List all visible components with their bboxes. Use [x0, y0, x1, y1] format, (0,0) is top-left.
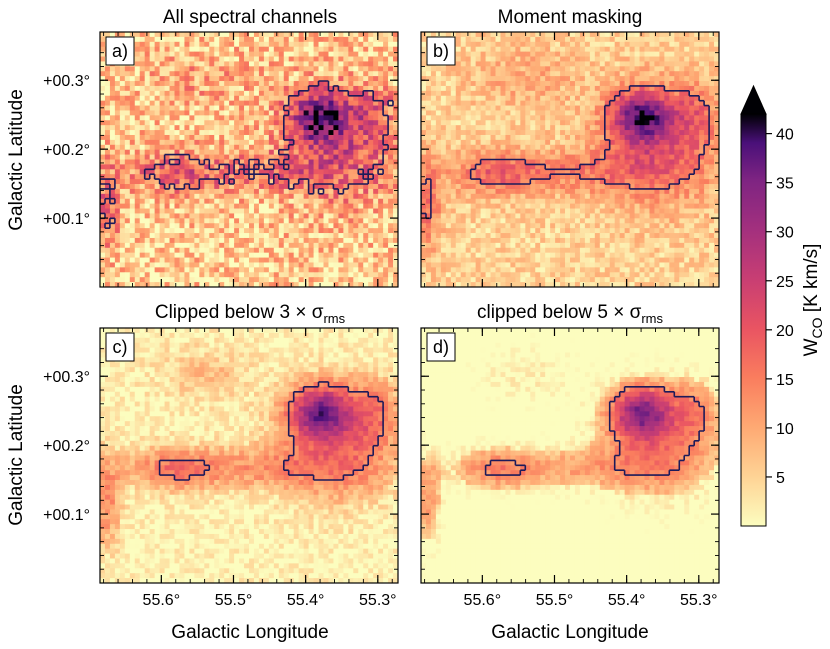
panel-tag: d)	[433, 337, 449, 357]
y-tick-label: +00.1°	[43, 211, 90, 228]
contour-line	[158, 381, 384, 481]
y-tick-label: +00.2°	[43, 438, 90, 455]
ticks	[100, 32, 398, 287]
colorbar-tick-label: 40	[776, 127, 794, 144]
panel-c-title: Clipped below 3 × σrms	[155, 302, 346, 326]
x-tick-label: 55.6°	[143, 592, 181, 609]
panel-frame	[420, 31, 720, 288]
ticks	[421, 328, 719, 583]
heatmap-image	[421, 32, 719, 287]
ticks	[100, 328, 398, 583]
y-tick-label: +00.1°	[43, 507, 90, 524]
panel-c: +00.1° +00.2° +00.3° 55.6° 55.5° 55.4° 55.3° c)	[43, 327, 399, 609]
x-axis-label-right: Galactic Longitude	[491, 622, 648, 643]
panel-b-title: Moment masking	[498, 7, 643, 28]
y-axis-label-top: Galactic Latitude	[6, 89, 27, 231]
panel-d: 55.6° 55.5° 55.4° 55.3° d)	[420, 327, 720, 609]
panel-tag-box	[426, 36, 456, 66]
panel-b: b)	[420, 31, 720, 288]
panel-tag: c)	[113, 337, 128, 357]
panel-d-title: clipped below 5 × σrms	[477, 302, 664, 326]
y-tick-label: +00.2°	[43, 142, 90, 159]
contour-line	[100, 80, 394, 229]
x-tick-label: 55.4°	[287, 592, 325, 609]
panel-tag: a)	[112, 41, 128, 61]
colorbar-tick-label: 35	[776, 176, 794, 193]
contour-line	[421, 85, 710, 220]
x-tick-label: 55.3°	[680, 592, 718, 609]
colorbar-tick-label: 25	[776, 274, 794, 291]
ticks	[421, 32, 719, 287]
y-axis-label-bottom: Galactic Latitude	[6, 384, 27, 526]
x-tick-label: 55.5°	[536, 592, 574, 609]
contour	[158, 381, 384, 481]
panel-tag: b)	[433, 41, 449, 61]
colorbar-tick-label: 5	[776, 470, 785, 487]
panel-frame	[99, 31, 399, 288]
y-tick-label: +00.3°	[43, 73, 90, 90]
colorbar-tick-label: 30	[776, 225, 794, 242]
panel-tag-box	[105, 332, 135, 362]
heatmap-image	[100, 328, 398, 583]
colorbar: 5 10 15 20 25 30 35 40 WCO [K km/s]	[740, 84, 825, 527]
panel-frame	[420, 327, 720, 584]
panel-a: +00.1° +00.2° +00.3° a)	[43, 31, 399, 288]
contour	[100, 80, 394, 229]
panel-frame	[99, 327, 399, 584]
contour-line	[484, 386, 705, 476]
colorbar-tick-label: 20	[776, 323, 794, 340]
colorbar-tick-label: 15	[776, 372, 794, 389]
panel-tag-box	[426, 332, 456, 362]
colorbar-label: WCO [K km/s]	[801, 244, 825, 357]
colorbar-extend-arrow	[740, 84, 767, 115]
panel-tag-box	[105, 36, 135, 66]
x-tick-label: 55.5°	[215, 592, 253, 609]
heatmap-image	[421, 328, 719, 583]
x-tick-label: 55.6°	[464, 592, 502, 609]
contour	[484, 386, 705, 476]
heatmap-image	[100, 32, 398, 287]
colorbar-bar	[740, 113, 767, 527]
panel-a-title: All spectral channels	[163, 7, 337, 28]
x-axis-label-left: Galactic Longitude	[171, 622, 328, 643]
y-tick-label: +00.3°	[43, 369, 90, 386]
x-tick-label: 55.4°	[608, 592, 646, 609]
colorbar-tick-label: 10	[776, 421, 794, 438]
contour	[421, 85, 710, 220]
x-tick-label: 55.3°	[359, 592, 397, 609]
